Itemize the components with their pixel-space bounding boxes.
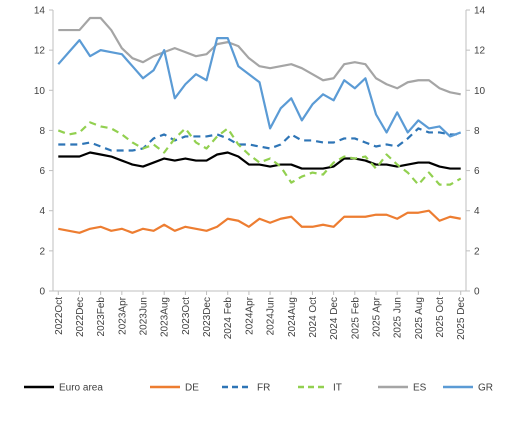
x-tick-label: 2024Apr [244, 296, 255, 334]
x-tick-label: 2024Aug [287, 297, 298, 337]
legend-label-es: ES [413, 383, 427, 394]
x-tick-label: 2023Aug [160, 297, 171, 337]
x-tick-label: 2022Oct [54, 297, 65, 335]
x-tick-label: 2024 Oct [308, 297, 319, 338]
y-tick-label-right: 10 [474, 86, 486, 97]
legend-label-gr: GR [478, 383, 493, 394]
x-tick-label: 2023Apr [117, 296, 128, 334]
y-tick-label-right: 4 [474, 206, 480, 217]
x-tick-label: 2025 Oct [435, 297, 446, 338]
legend-label-it: IT [333, 383, 342, 394]
x-tick-label: 2023Dec [202, 297, 213, 337]
series-line-it [57, 121, 462, 186]
y-tick-label-right: 0 [474, 287, 480, 298]
y-tick-label-left: 0 [39, 287, 45, 298]
x-tick-label: 2025 Dec [456, 297, 467, 340]
chart-axes: 0 0 2 2 4 4 6 6 8 8 10 10 12 12 14 14 2022Oct 2022Dec 2023… [34, 6, 486, 340]
x-tick-label: 2025 Aug [414, 297, 425, 339]
y-tick-label-left: 4 [39, 206, 45, 217]
series-line-de [58, 209, 461, 234]
y-tick-label-left: 8 [39, 126, 45, 137]
chart-legend: Euro area DE FR IT ES GR [24, 383, 493, 394]
series-line-gr [57, 36, 462, 138]
y-tick-label-right: 8 [474, 126, 480, 137]
y-tick-label-left: 14 [34, 6, 46, 17]
y-tick-label-right: 12 [474, 46, 486, 57]
x-tick-label: 2024 Feb [223, 297, 234, 340]
y-tick-label-left: 12 [34, 46, 46, 57]
x-tick-label: 2023Feb [96, 297, 107, 337]
legend-label-de: DE [185, 383, 199, 394]
series-layer [57, 16, 462, 234]
x-tick-label: 2022Dec [75, 297, 86, 337]
x-tick-label: 2023Oct [181, 297, 192, 335]
y-tick-label-left: 10 [34, 86, 46, 97]
y-tick-label-right: 6 [474, 166, 480, 177]
y-tick-label-left: 6 [39, 166, 45, 177]
x-tick-label: 2023Jun [139, 297, 150, 335]
y-tick-label-left: 2 [39, 246, 45, 257]
x-tick-label: 2025 Apr [371, 296, 382, 337]
x-tick-label: 2025 Jun [393, 297, 404, 338]
x-tick-label: 2025 Feb [350, 297, 361, 340]
y-tick-label-right: 14 [474, 6, 486, 17]
legend-label-fr: FR [257, 383, 270, 394]
x-tick-label: 2024 Dec [329, 297, 340, 340]
y-tick-label-right: 2 [474, 246, 480, 257]
legend-label-euro-area: Euro area [59, 383, 103, 394]
x-tick-label: 2024Jun [266, 297, 277, 335]
series-line-es [58, 16, 461, 96]
series-line-euro-area [58, 151, 461, 170]
